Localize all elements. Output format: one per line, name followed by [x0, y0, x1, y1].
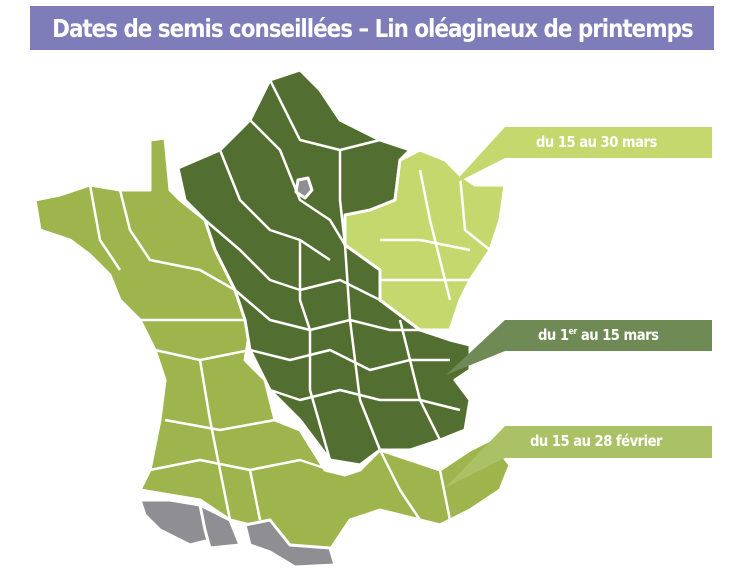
- zone-dark-center: [176, 68, 472, 467]
- zone-medium-west: [33, 136, 512, 552]
- legend-label-1-15-mars: du 1er au 15 mars: [538, 326, 659, 344]
- legend-pointer-medium: [445, 426, 712, 488]
- zone-gray-pyrenees-west: [138, 498, 212, 547]
- legend-text-suffix: au 15 mars: [576, 326, 659, 344]
- legend-text: du 15 au 28 février: [530, 432, 663, 450]
- zone-gray-pyrenees-center: [198, 503, 242, 550]
- legend-text: du 15 au 30 mars: [536, 133, 657, 151]
- department-borders: [88, 79, 491, 521]
- zone-gray-pyrenees-east: [243, 518, 337, 569]
- map-title: Dates de semis conseillées – Lin oléagin…: [30, 6, 714, 50]
- map-title-text: Dates de semis conseillées – Lin oléagin…: [51, 13, 694, 43]
- legend-text-sup: er: [568, 327, 578, 337]
- legend-label-15-30-mars: du 15 au 30 mars: [536, 133, 657, 151]
- legend-text-prefix: du 1: [538, 326, 569, 344]
- legend-pointer-dark: [446, 320, 712, 375]
- legend-pointer-light: [452, 127, 712, 185]
- legend-label-15-28-fevrier: du 15 au 28 février: [530, 432, 663, 450]
